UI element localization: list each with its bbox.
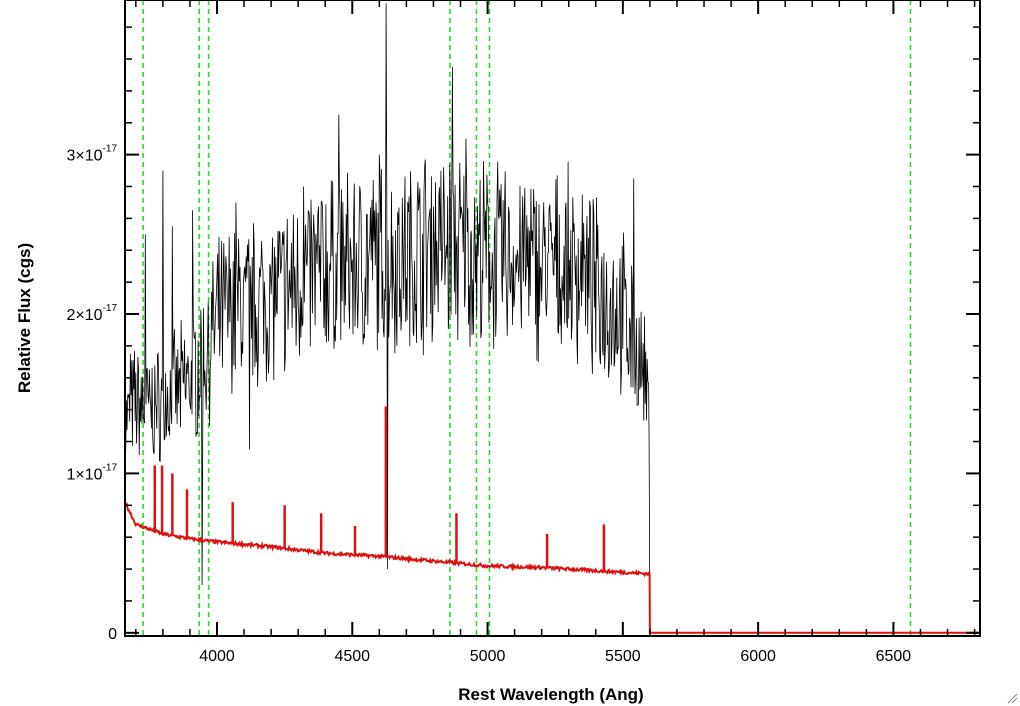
x-tick-label: 6500	[876, 648, 912, 665]
x-tick-label: 6000	[740, 648, 776, 665]
x-tick-label: 4500	[334, 648, 370, 665]
x-axis-label: Rest Wavelength (Ang)	[458, 685, 643, 704]
axes-frame	[124, 0, 981, 637]
y-tick-label: 2×10-17	[67, 303, 118, 324]
vertical-reference-lines	[142, 0, 912, 636]
y-axis-label: Relative Flux (cgs)	[15, 243, 34, 393]
y-tick-label: 1×10-17	[67, 462, 118, 483]
x-tick-label: 4000	[199, 648, 235, 665]
x-tick-label: 5500	[605, 648, 641, 665]
y-tick-label: 3×10-17	[67, 144, 118, 165]
observed-spectrum-line	[125, 3, 651, 633]
model-spectrum	[125, 406, 980, 634]
observed-spectrum	[125, 3, 651, 633]
x-axis-ticks: 4000 4500 5000 5500 6000 6500	[135, 0, 976, 665]
resize-grip-icon[interactable]	[1006, 692, 1018, 704]
y-tick-label: 0	[108, 626, 117, 643]
y-axis-ticks: 0 1×10-17 2×10-17 3×10-17	[67, 26, 980, 643]
x-tick-label: 5000	[470, 648, 506, 665]
model-spectrum-line	[125, 502, 980, 634]
